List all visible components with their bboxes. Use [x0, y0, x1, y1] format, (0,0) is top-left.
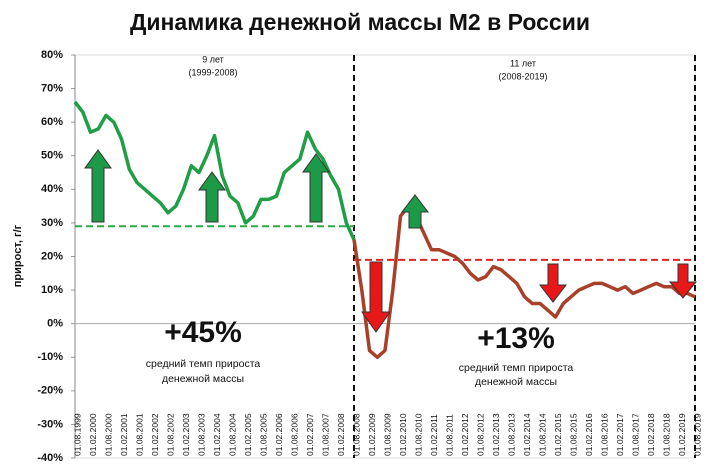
x-tick-label: 01.02.2015 [553, 413, 563, 456]
x-tick-label: 01.02.2019 [677, 413, 687, 456]
x-tick-label: 01.02.2007 [305, 413, 315, 456]
x-tick-label: 01.02.2006 [274, 413, 284, 456]
y-tick-label: 10% [41, 284, 63, 296]
annotation: средний темп прироста [146, 358, 261, 370]
y-tick-label: 80% [41, 49, 63, 61]
x-tick-label: 01.08.2008 [351, 413, 361, 456]
x-tick-label: 01.08.2009 [382, 413, 392, 456]
x-tick-label: 01.08.2018 [661, 413, 671, 456]
x-tick-label: 01.08.2004 [227, 413, 237, 456]
x-tick-label: 01.02.2012 [460, 413, 470, 456]
x-tick-label: 01.08.2002 [165, 413, 175, 456]
y-tick-label: 70% [41, 82, 63, 94]
annotation: (2008-2019) [498, 71, 547, 81]
x-tick-label: 01.02.2017 [615, 413, 625, 456]
x-tick-label: 01.08.2012 [475, 413, 485, 456]
y-tick-label: -30% [37, 418, 63, 430]
up-arrow [400, 194, 430, 229]
x-tick-label: 01.02.2009 [367, 413, 377, 456]
down-arrow [538, 263, 568, 303]
y-axis-label: прирост, г/г [12, 224, 24, 287]
y-tick-label: 30% [41, 217, 63, 229]
x-tick-label: 01.08.2015 [568, 413, 578, 456]
annotation: 9 лет [202, 54, 224, 64]
x-tick-label: 01.08.2011 [444, 414, 454, 456]
x-tick-label: 01.08.2016 [599, 413, 609, 456]
x-tick-label: 01.08.2019 [692, 413, 702, 456]
x-tick-label: 01.08.2013 [506, 413, 516, 456]
up-arrow [198, 171, 226, 223]
x-tick-label: 01.02.2004 [212, 413, 222, 456]
x-tick-label: 01.08.2017 [630, 413, 640, 456]
annotation: +13% [477, 322, 555, 355]
x-tick-label: 01.08.2010 [413, 413, 423, 456]
x-tick-label: 01.02.2005 [243, 413, 253, 456]
y-tick-label: 40% [41, 183, 63, 195]
x-tick-label: 01.08.2000 [103, 413, 113, 456]
x-tick-label: 01.02.2013 [491, 413, 501, 456]
annotation: денежной массы [162, 373, 244, 385]
up-arrow [302, 153, 330, 223]
y-tick-label: 0% [47, 318, 63, 330]
x-tick-label: 01.08.2014 [537, 413, 547, 456]
annotation: (1999-2008) [188, 67, 237, 77]
x-tick-label: 01.02.2011 [429, 414, 439, 456]
annotation: +45% [164, 316, 242, 349]
x-tick-label: 01.08.1999 [72, 413, 82, 456]
x-tick-label: 01.08.2003 [196, 413, 206, 456]
x-tick-label: 01.02.2008 [336, 413, 346, 456]
x-tick-label: 01.08.2001 [134, 413, 144, 456]
annotation: денежной массы [475, 376, 557, 388]
x-tick-label: 01.02.2000 [88, 413, 98, 456]
x-tick-label: 01.02.2010 [398, 413, 408, 456]
y-tick-label: -20% [37, 385, 63, 397]
up-arrow [84, 149, 112, 223]
y-tick-label: 50% [41, 150, 63, 162]
x-tick-label: 01.02.2002 [150, 413, 160, 456]
arrows [84, 149, 698, 333]
x-tick-label: 01.02.2018 [646, 413, 656, 456]
x-tick-label: 01.02.2001 [119, 413, 129, 456]
x-tick-label: 01.08.2005 [258, 413, 268, 456]
annotation: 11 лет [510, 58, 536, 68]
chart-title: Динамика денежной массы M2 в России [130, 9, 590, 35]
y-tick-label: 20% [41, 250, 63, 262]
series-line [73, 100, 356, 241]
x-tick-label: 01.02.2014 [522, 413, 532, 456]
down-arrow [361, 261, 391, 333]
x-tick-label: 01.02.2003 [181, 413, 191, 456]
x-tick-label: 01.08.2006 [289, 413, 299, 456]
x-tick-label: 01.08.2007 [320, 413, 330, 456]
y-tick-label: -10% [37, 351, 63, 363]
annotation: средний темп прироста [459, 362, 574, 374]
x-tick-label: 01.02.2016 [584, 413, 594, 456]
y-tick-label: -40% [37, 452, 63, 464]
y-tick-label: 60% [41, 116, 63, 128]
down-arrow [668, 263, 698, 299]
